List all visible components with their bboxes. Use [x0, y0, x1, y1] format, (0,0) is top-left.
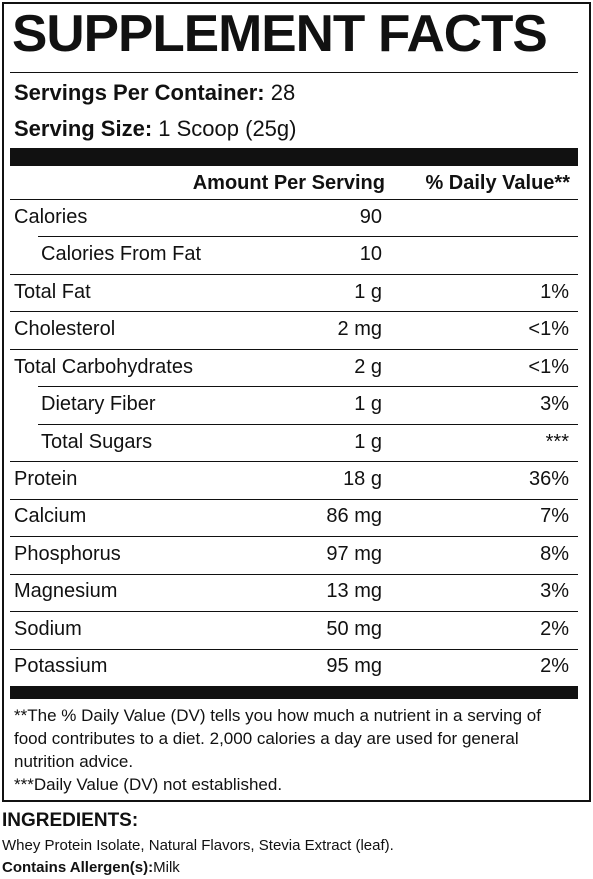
daily-value: 36%	[528, 467, 569, 490]
dv-header: % Daily Value**	[425, 172, 570, 194]
allergen-label: Contains Allergen(s):	[2, 859, 154, 876]
footnote: **The % Daily Value (DV) tells you how m…	[14, 706, 541, 771]
thick-bar	[10, 148, 578, 166]
nutrient-label: Calories	[14, 205, 88, 228]
nutrient-label: Magnesium	[14, 580, 118, 603]
divider	[10, 311, 578, 313]
daily-value: 3%	[540, 580, 569, 603]
daily-value: <1%	[528, 355, 569, 378]
divider	[38, 386, 578, 388]
servings: Servings Per Container: 28	[14, 80, 295, 106]
nutrient-label: Calories From Fat	[41, 243, 202, 266]
divider	[10, 199, 578, 200]
nutrient-label: Calcium	[14, 505, 87, 528]
amount: 95 mg	[326, 655, 382, 678]
daily-value: 8%	[540, 542, 569, 565]
divider	[10, 648, 578, 650]
daily-value: <1%	[528, 318, 569, 341]
divider	[10, 536, 578, 538]
daily-value: 2%	[540, 617, 569, 640]
nutrient-label: Dietary Fiber	[41, 393, 156, 416]
divider	[38, 236, 578, 238]
divider	[10, 573, 578, 575]
daily-value: 7%	[540, 505, 569, 528]
nutrient-label: Phosphorus	[14, 542, 121, 565]
serving-size-value: 1 Scoop (25g)	[158, 116, 297, 141]
amount: 50 mg	[326, 617, 382, 640]
nutrient-label: Total Carbohydrates	[14, 355, 193, 378]
facts-box	[2, 2, 591, 802]
divider	[10, 611, 578, 613]
footnote: ***Daily Value (DV) not established.	[14, 775, 283, 794]
amount: 86 mg	[326, 505, 382, 528]
ingredients-title: INGREDIENTS:	[2, 810, 139, 831]
title: SUPPLEMENT FACTS	[12, 5, 548, 63]
nutrient-label: Protein	[14, 467, 78, 490]
nutrient-label: Sodium	[14, 617, 82, 640]
daily-value: 2%	[540, 655, 569, 678]
nutrient-label: Potassium	[14, 655, 108, 678]
amount: 1 g	[354, 280, 382, 303]
amount: 1 g	[354, 393, 382, 416]
servings-label: Servings Per Container:	[14, 80, 265, 105]
allergens: Contains Allergen(s):Milk	[2, 859, 180, 876]
amount: 90	[359, 205, 382, 228]
thick-bar	[10, 686, 578, 699]
nutrient-label: Cholesterol	[14, 318, 116, 341]
amount: 1 g	[354, 430, 382, 453]
amount-header: Amount Per Serving	[192, 172, 385, 194]
divider	[10, 461, 578, 463]
nutrient-label: Total Fat	[14, 280, 91, 303]
amount: 10	[359, 243, 382, 266]
divider	[10, 348, 578, 350]
allergen-value: Milk	[153, 859, 180, 876]
amount: 97 mg	[326, 542, 382, 565]
divider	[38, 423, 578, 425]
amount: 18 g	[343, 467, 382, 490]
divider	[10, 273, 578, 275]
daily-value: 3%	[540, 393, 569, 416]
servings-value: 28	[270, 80, 296, 105]
divider	[10, 72, 578, 73]
amount: 2 mg	[337, 318, 382, 341]
amount: 2 g	[354, 355, 382, 378]
daily-value: 1%	[540, 280, 569, 303]
daily-value: ***	[545, 430, 569, 453]
serving-size-label: Serving Size:	[14, 116, 153, 141]
amount: 13 mg	[326, 580, 382, 603]
ingredients-text: Whey Protein Isolate, Natural Flavors, S…	[2, 837, 394, 854]
nutrient-label: Total Sugars	[41, 430, 153, 453]
serving-size: Serving Size: 1 Scoop (25g)	[14, 116, 296, 142]
divider	[10, 498, 578, 500]
